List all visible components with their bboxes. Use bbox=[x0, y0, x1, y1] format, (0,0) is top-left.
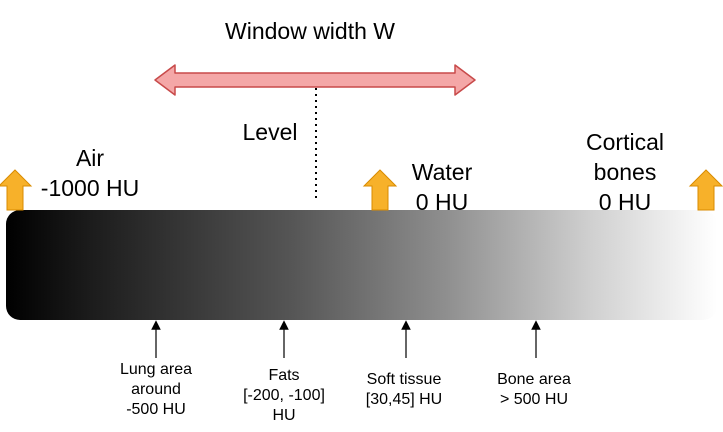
water-name: Water bbox=[411, 159, 473, 185]
bone-line2: > 500 HU bbox=[499, 391, 569, 408]
level-label: Level bbox=[242, 119, 298, 145]
fats-line3: HU bbox=[272, 407, 296, 424]
soft-line2: [30,45] HU bbox=[365, 391, 443, 408]
window-width-title: Window width W bbox=[225, 18, 395, 44]
bone-line1: Bone area bbox=[497, 371, 571, 388]
air-marker-arrow bbox=[0, 169, 33, 211]
hu-gradient-bar bbox=[6, 210, 717, 320]
fats-line1: Fats bbox=[268, 367, 300, 384]
cortical-line1: Cortical bbox=[586, 129, 664, 155]
water-marker-arrow bbox=[362, 169, 398, 211]
air-label: Air -1000 HU bbox=[30, 143, 150, 203]
lung-line2: around bbox=[131, 381, 181, 398]
lung-area-label: Lung area around -500 HU bbox=[96, 360, 216, 420]
lung-line3: -500 HU bbox=[126, 401, 186, 418]
air-value: -1000 HU bbox=[40, 175, 140, 201]
water-value: 0 HU bbox=[415, 189, 469, 215]
air-name: Air bbox=[75, 145, 105, 171]
cortical-bone-marker-arrow bbox=[688, 169, 723, 211]
lung-line1: Lung area bbox=[119, 361, 193, 378]
fats-label: Fats [-200, -100] HU bbox=[219, 366, 349, 426]
soft-line1: Soft tissue bbox=[366, 371, 442, 388]
soft-tissue-label: Soft tissue [30,45] HU bbox=[344, 370, 464, 410]
cortical-line2: bones bbox=[593, 159, 657, 185]
water-label: Water 0 HU bbox=[392, 157, 492, 217]
window-width-double-arrow bbox=[154, 64, 476, 96]
cortical-value: 0 HU bbox=[598, 189, 652, 215]
bone-area-label: Bone area > 500 HU bbox=[474, 370, 594, 410]
fats-line2: [-200, -100] bbox=[243, 387, 325, 404]
cortical-bones-label: Cortical bones 0 HU bbox=[565, 127, 685, 217]
